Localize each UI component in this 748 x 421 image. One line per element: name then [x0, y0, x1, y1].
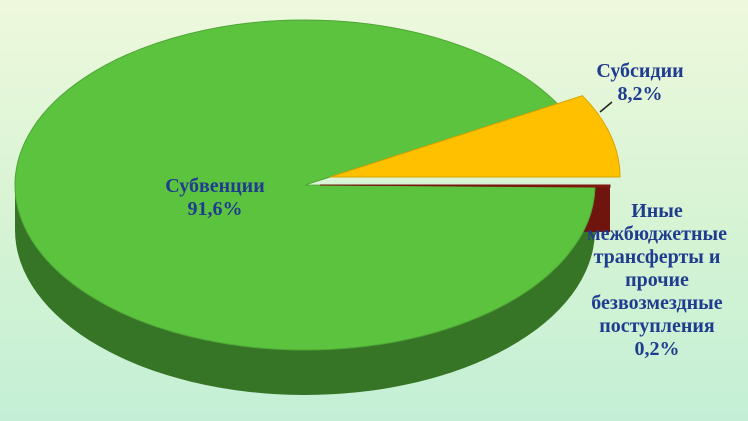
- value-label: 8,2%: [617, 83, 663, 105]
- value-label: 91,6%: [187, 198, 243, 220]
- leader-line: [599, 101, 613, 113]
- category-label: Иные межбюджетные трансферты и прочие бе…: [587, 200, 727, 337]
- slice-label: Субсидии 8,2%: [570, 60, 710, 106]
- category-label: Субсидии: [596, 60, 684, 82]
- value-label: 0,2%: [634, 338, 680, 360]
- category-label: Субвенции: [165, 175, 265, 197]
- slice-label: Субвенции 91,6%: [130, 175, 300, 221]
- slice: [14, 19, 596, 351]
- slice-label: Иные межбюджетные трансферты и прочие бе…: [566, 200, 748, 361]
- slice-side: [14, 185, 595, 396]
- slice: [319, 184, 611, 188]
- slice: [329, 95, 621, 178]
